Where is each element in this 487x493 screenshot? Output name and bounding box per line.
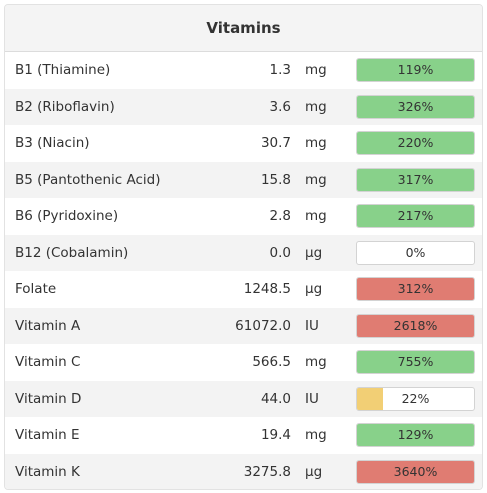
- percent-label: 317%: [397, 171, 434, 187]
- percent-bar-fill: [357, 59, 474, 81]
- vitamin-row: Folate 1248.5 µg 312%: [5, 271, 482, 308]
- percent-label: 3640%: [393, 463, 438, 479]
- vitamin-amount: 30.7: [260, 135, 291, 151]
- percent-bar: 119%: [356, 58, 475, 82]
- vitamin-name: B1 (Thiamine): [15, 62, 111, 78]
- percent-label: 129%: [397, 427, 434, 442]
- vitamin-amount: 19.4: [260, 427, 291, 443]
- percent-bar-fill: [357, 314, 474, 337]
- percent-bar-fill: [357, 424, 474, 446]
- vitamin-name: B5 (Pantothenic Acid): [15, 171, 161, 188]
- percent-label: 217%: [397, 208, 434, 223]
- vitamin-amount: 0.0: [269, 244, 291, 261]
- vitamin-amount: 2.8: [269, 208, 291, 224]
- percent-label: 119%: [397, 62, 434, 77]
- vitamin-row: Vitamin A 61072.0 IU 2618%: [5, 307, 482, 344]
- vitamin-name: Folate: [15, 281, 57, 297]
- vitamin-unit: µg: [305, 281, 323, 297]
- percent-bar: 217%: [356, 204, 475, 228]
- vitamin-name: B3 (Niacin): [15, 135, 90, 151]
- vitamin-unit: mg: [305, 427, 327, 443]
- percent-bar: 2618%: [356, 313, 475, 338]
- percent-label: 2618%: [393, 317, 438, 333]
- vitamin-unit: µg: [305, 463, 323, 480]
- percent-bar: 326%: [356, 94, 475, 119]
- vitamin-unit: IU: [305, 317, 319, 334]
- vitamin-row: B2 (Riboflavin) 3.6 mg 326%: [5, 88, 482, 125]
- vitamin-amount: 1248.5: [243, 281, 291, 297]
- vitamin-name: Vitamin E: [15, 427, 80, 443]
- vitamin-row: Vitamin C 566.5 mg 755%: [5, 344, 482, 381]
- vitamin-amount: 566.5: [252, 354, 291, 370]
- percent-bar-fill: [357, 278, 474, 300]
- vitamin-unit: mg: [305, 98, 327, 115]
- vitamin-name: Vitamin K: [15, 463, 80, 480]
- percent-bar: 220%: [356, 131, 475, 155]
- vitamin-row: B5 (Pantothenic Acid) 15.8 mg 317%: [5, 161, 482, 198]
- vitamin-amount: 15.8: [260, 171, 291, 188]
- percent-bar: 22%: [356, 386, 475, 411]
- percent-label: 755%: [397, 354, 434, 369]
- vitamin-name: B12 (Cobalamin): [15, 244, 129, 261]
- vitamin-unit: mg: [305, 208, 327, 224]
- vitamin-row: B6 (Pyridoxine) 2.8 mg 217%: [5, 198, 482, 235]
- percent-label: 0%: [405, 244, 426, 260]
- vitamin-amount: 3275.8: [243, 463, 291, 480]
- percent-bar: 0%: [356, 240, 475, 265]
- vitamin-name: B2 (Riboflavin): [15, 98, 115, 115]
- vitamin-amount: 1.3: [269, 62, 291, 78]
- vitamin-name: Vitamin A: [15, 317, 81, 334]
- percent-bar: 755%: [356, 350, 475, 374]
- vitamins-panel: Vitamins B1 (Thiamine) 1.3 mg 119% B2 (R…: [4, 4, 483, 490]
- percent-bar-fill: [357, 387, 383, 410]
- percent-bar-fill: [357, 132, 474, 154]
- percent-label: 326%: [397, 98, 434, 114]
- percent-bar-fill: [357, 95, 474, 118]
- percent-bar: 129%: [356, 423, 475, 447]
- vitamin-amount: 3.6: [269, 98, 291, 115]
- vitamin-name: Vitamin D: [15, 390, 82, 407]
- vitamin-amount: 44.0: [260, 390, 291, 407]
- vitamin-row: Vitamin K 3275.8 µg 3640%: [5, 453, 482, 489]
- vitamin-unit: µg: [305, 244, 323, 261]
- percent-bar: 312%: [356, 277, 475, 301]
- vitamin-list: B1 (Thiamine) 1.3 mg 119% B2 (Riboflavin…: [5, 52, 482, 489]
- vitamin-unit: mg: [305, 171, 327, 188]
- percent-bar-fill: [357, 351, 474, 373]
- percent-label: 22%: [401, 390, 430, 406]
- panel-title: Vitamins: [5, 5, 482, 52]
- percent-bar-fill: [357, 205, 474, 227]
- percent-bar: 3640%: [356, 459, 475, 484]
- vitamin-unit: mg: [305, 62, 327, 78]
- vitamin-row: Vitamin E 19.4 mg 129%: [5, 417, 482, 454]
- vitamin-amount: 61072.0: [235, 317, 291, 334]
- vitamin-unit: mg: [305, 135, 327, 151]
- percent-bar: 317%: [356, 167, 475, 192]
- vitamin-name: B6 (Pyridoxine): [15, 208, 119, 224]
- vitamin-row: Vitamin D 44.0 IU 22%: [5, 380, 482, 417]
- vitamin-name: Vitamin C: [15, 354, 81, 370]
- vitamin-row: B3 (Niacin) 30.7 mg 220%: [5, 125, 482, 162]
- vitamin-row: B12 (Cobalamin) 0.0 µg 0%: [5, 234, 482, 271]
- vitamin-unit: IU: [305, 390, 319, 407]
- percent-label: 220%: [397, 135, 434, 150]
- percent-bar-fill: [357, 460, 474, 483]
- percent-bar-fill: [357, 168, 474, 191]
- vitamin-unit: mg: [305, 354, 327, 370]
- percent-label: 312%: [397, 281, 434, 296]
- vitamin-row: B1 (Thiamine) 1.3 mg 119%: [5, 52, 482, 89]
